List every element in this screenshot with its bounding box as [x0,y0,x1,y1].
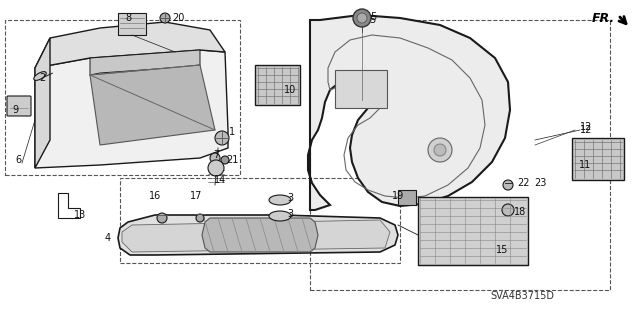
Bar [310,20,610,290]
Text: 15: 15 [496,245,508,255]
Text: 8: 8 [125,13,131,23]
Text: 5: 5 [369,15,375,25]
Text: 19: 19 [392,191,404,201]
Text: 13: 13 [74,210,86,220]
Circle shape [221,156,229,164]
Polygon shape [90,65,215,145]
Text: 7: 7 [213,150,219,160]
Polygon shape [35,22,225,68]
FancyBboxPatch shape [418,197,528,265]
Circle shape [160,13,170,23]
FancyBboxPatch shape [335,70,387,108]
Text: 12: 12 [580,125,592,135]
Polygon shape [90,50,200,75]
Text: 4: 4 [105,233,111,243]
Polygon shape [35,50,228,168]
FancyBboxPatch shape [572,138,624,180]
Circle shape [434,144,446,156]
Text: 5: 5 [370,12,376,22]
Circle shape [357,13,367,23]
Text: 11: 11 [579,160,591,170]
FancyBboxPatch shape [7,96,31,116]
Ellipse shape [269,211,291,221]
Polygon shape [118,215,398,255]
Ellipse shape [34,72,46,80]
Text: 17: 17 [190,191,202,201]
Text: 14: 14 [214,175,226,185]
Bar [120,178,400,263]
Circle shape [215,131,229,145]
Text: 1: 1 [229,127,235,137]
Polygon shape [122,220,390,252]
Polygon shape [35,38,50,168]
Text: 10: 10 [284,85,296,95]
Polygon shape [308,15,510,210]
Text: 20: 20 [172,13,184,23]
FancyBboxPatch shape [255,65,300,105]
Circle shape [210,153,220,163]
Polygon shape [202,218,318,252]
Text: 22: 22 [518,178,531,188]
Text: 3: 3 [287,193,293,203]
Text: 18: 18 [514,207,526,217]
Text: SVA4B3715D: SVA4B3715D [490,291,554,301]
Text: 2: 2 [39,73,45,83]
FancyBboxPatch shape [398,190,416,205]
FancyBboxPatch shape [118,13,146,35]
Bar [5,20,240,175]
Circle shape [428,138,452,162]
Text: 23: 23 [534,178,546,188]
Circle shape [353,9,371,27]
Text: 9: 9 [12,105,18,115]
Circle shape [502,204,514,216]
Text: 21: 21 [226,155,238,165]
Text: FR.: FR. [592,11,615,25]
Text: 12: 12 [580,122,593,132]
Circle shape [157,213,167,223]
Text: 6: 6 [15,155,21,165]
Text: 3: 3 [287,209,293,219]
Ellipse shape [269,195,291,205]
Text: 16: 16 [149,191,161,201]
Circle shape [208,160,224,176]
Circle shape [503,180,513,190]
Circle shape [196,214,204,222]
